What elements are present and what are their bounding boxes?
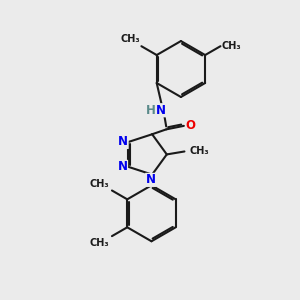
Text: N: N [156, 104, 166, 117]
Text: N: N [146, 173, 156, 186]
Text: CH₃: CH₃ [190, 146, 209, 157]
Text: H: H [146, 104, 156, 117]
Text: N: N [118, 136, 128, 148]
Text: N: N [118, 160, 128, 173]
Text: CH₃: CH₃ [90, 179, 110, 189]
Text: CH₃: CH₃ [90, 238, 110, 248]
Text: CH₃: CH₃ [120, 34, 140, 44]
Text: O: O [186, 119, 196, 132]
Text: CH₃: CH₃ [222, 41, 242, 51]
